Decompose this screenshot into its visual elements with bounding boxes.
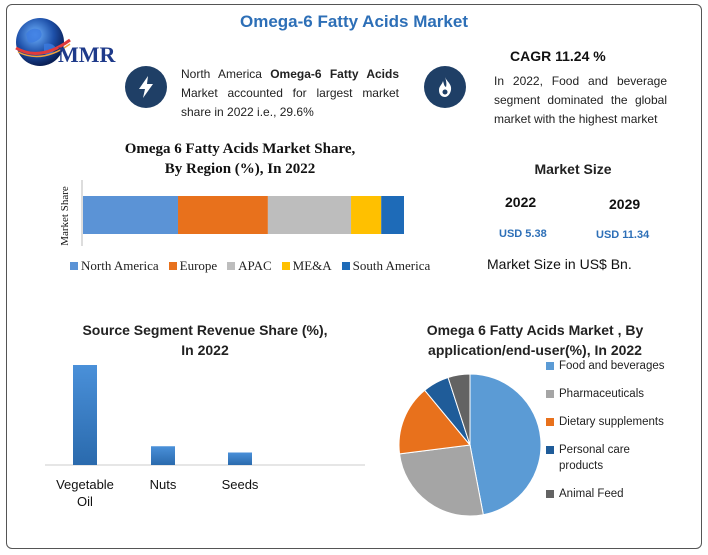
region-ylabel: Market Share: [59, 186, 71, 246]
region-segment-me-a: [351, 196, 382, 234]
pie-legend-label: Animal Feed: [559, 486, 624, 502]
source-bar-seeds: [228, 452, 252, 465]
pie-slice-food-and-beverages: [469, 373, 542, 516]
pie-legend-item: Food and beverages: [546, 358, 665, 374]
region-legend: North America Europe APAC ME&A South America: [70, 258, 430, 274]
region-stacked-chart: Market Share: [59, 180, 404, 246]
pie-legend-line: Personal care: [559, 444, 630, 456]
region-segment-north-america: [83, 196, 179, 234]
region-segment-europe: [178, 196, 268, 234]
region-legend-label: South America: [352, 258, 431, 273]
market-size-title: Market Size: [534, 161, 612, 177]
pie-legend-item: Pharmaceuticals: [546, 386, 665, 402]
legend-swatch: [168, 262, 177, 270]
market-size-year-2022: 2022: [505, 194, 537, 210]
application-chart-title: Omega 6 Fatty Acids Market , By applicat…: [390, 320, 680, 360]
source-chart-title-line2: In 2022: [181, 342, 229, 358]
region-chart-title-line2: By Region (%), In 2022: [164, 161, 316, 177]
legend-swatch: [281, 262, 290, 270]
highlight-text-pre: North America: [181, 67, 271, 81]
logo-text: MMR: [58, 42, 116, 67]
market-size-note: Market Size in US$ Bn.: [487, 256, 632, 272]
region-legend-item: South America: [341, 258, 431, 274]
lightning-icon: [125, 66, 167, 108]
highlight-text-bold: Omega-6 Fatty Acids: [270, 67, 399, 81]
pie-slice-pharmaceuticals: [399, 444, 484, 517]
region-legend-label: Europe: [179, 258, 218, 273]
infographic-frame: [6, 4, 702, 549]
source-bar-chart: Vegetable Oil Nuts Seeds: [45, 365, 365, 509]
pie-legend-label: Food and beverages: [559, 358, 665, 374]
legend-swatch: [227, 262, 236, 270]
region-legend-item: APAC: [227, 258, 272, 274]
pie-slice-animal-feed: [447, 373, 471, 446]
region-chart-title-line1: Omega 6 Fatty Acids Market Share,: [124, 141, 356, 157]
legend-swatch: [546, 490, 554, 498]
application-chart-title-line2: application/end-user(%), In 2022: [428, 342, 642, 358]
application-pie-chart: [398, 373, 542, 517]
source-category-label: Vegetable: [56, 477, 114, 492]
cagr-label: CAGR 11.24 %: [510, 48, 606, 64]
pie-legend-line: Animal Feed: [559, 488, 624, 500]
region-chart-title: Omega 6 Fatty Acids Market Share, By Reg…: [90, 139, 390, 179]
pie-legend-item: Personal care products: [546, 442, 665, 474]
source-category-label: Oil: [77, 494, 93, 509]
legend-swatch: [341, 262, 350, 270]
region-legend-item: North America: [70, 258, 159, 274]
pie-legend-line: products: [559, 460, 604, 472]
region-segment-apac: [267, 196, 352, 234]
pie-legend-line: Dietary supplements: [559, 416, 664, 428]
region-legend-item: Europe: [168, 258, 218, 274]
pie-legend-line: Food and beverages: [559, 360, 665, 372]
application-chart-title-line1: Omega 6 Fatty Acids Market , By: [426, 322, 644, 338]
source-bar-vegetable: [73, 365, 97, 465]
pie-legend-label: Pharmaceuticals: [559, 386, 644, 402]
legend-swatch: [546, 362, 554, 370]
region-segment-south-america: [381, 196, 404, 234]
market-size-value-2022: USD 5.38: [499, 228, 547, 240]
pie-legend-label: Personal care products: [559, 442, 630, 474]
pie-legend-label: Dietary supplements: [559, 414, 664, 430]
market-size-value-2029: USD 11.34: [596, 229, 650, 241]
application-pie-legend: Food and beverages Pharmaceuticals Dietary…: [546, 358, 665, 514]
region-legend-label: APAC: [238, 258, 272, 273]
source-chart-title-line1: Source Segment Revenue Share (%),: [82, 322, 328, 338]
market-size-year-2029: 2029: [609, 196, 641, 212]
legend-swatch: [70, 262, 78, 270]
page-title: Omega-6 Fatty Acids Market: [240, 12, 468, 31]
flame-icon: [424, 66, 466, 108]
region-legend-item: ME&A: [281, 258, 332, 274]
pie-legend-item: Dietary supplements: [546, 414, 665, 430]
region-legend-label: ME&A: [292, 258, 332, 273]
pie-slice-dietary-supplements: [398, 389, 471, 455]
legend-swatch: [546, 418, 554, 426]
highlight-text-post: Market accounted for largest market shar…: [181, 86, 399, 119]
source-chart-title: Source Segment Revenue Share (%), In 202…: [40, 320, 370, 360]
source-category-label: Nuts: [150, 477, 177, 492]
legend-swatch: [546, 390, 554, 398]
pie-legend-item: Animal Feed: [546, 486, 665, 502]
source-bar-nuts: [151, 446, 175, 465]
north-america-highlight: North America Omega-6 Fatty Acids Market…: [181, 65, 399, 122]
globe-logo-icon: [15, 18, 71, 66]
legend-swatch: [546, 446, 554, 454]
pie-legend-line: Pharmaceuticals: [559, 388, 645, 400]
food-beverage-highlight: In 2022, Food and beverage segment domin…: [494, 74, 667, 126]
source-category-label: Seeds: [222, 477, 259, 492]
region-legend-label: North America: [81, 258, 159, 273]
